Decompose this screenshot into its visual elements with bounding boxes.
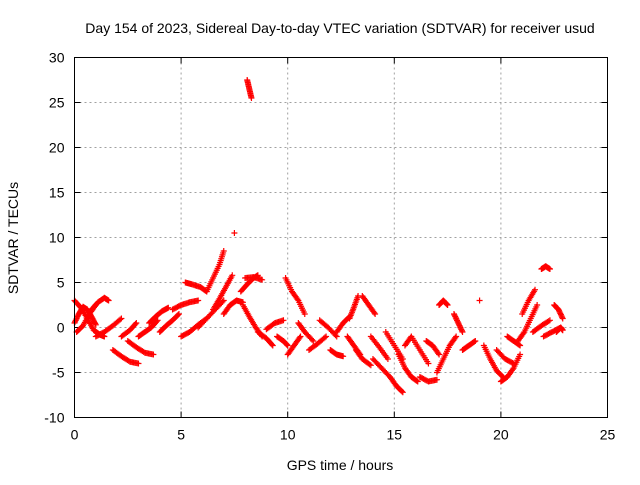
data-point	[296, 334, 303, 341]
data-point	[220, 297, 227, 304]
data-point	[532, 286, 539, 293]
data-point	[92, 320, 99, 327]
data-point	[517, 342, 524, 349]
data-point	[283, 341, 290, 348]
y-tick-label: 15	[49, 185, 65, 201]
data-point	[459, 329, 466, 335]
data-point	[546, 266, 553, 272]
data-point	[398, 388, 405, 395]
data-point	[545, 318, 552, 325]
data-point	[509, 359, 516, 366]
y-tick-label: 30	[49, 50, 65, 66]
data-point	[399, 389, 406, 396]
data-point	[559, 327, 566, 334]
data-point	[476, 297, 483, 304]
data-point	[372, 311, 379, 317]
x-tick-label: 5	[177, 427, 185, 443]
data-point	[220, 248, 227, 254]
data-point	[150, 351, 157, 358]
data-point	[323, 333, 330, 340]
y-axis-label: SDTVAR / TECUs	[5, 182, 21, 294]
data-point	[175, 311, 182, 317]
data-point	[231, 230, 238, 236]
data-point	[259, 276, 266, 283]
data-point	[458, 327, 465, 334]
data-point	[425, 360, 432, 367]
data-point	[517, 351, 524, 358]
data-point	[132, 321, 139, 328]
data-point	[452, 334, 459, 341]
data-point	[280, 317, 287, 324]
grid	[74, 57, 608, 418]
data-point	[435, 350, 442, 357]
data-point	[559, 314, 566, 321]
data-point	[321, 334, 328, 341]
data-point	[117, 316, 124, 323]
chart-title: Day 154 of 2023, Sidereal Day-to-day VTE…	[85, 20, 594, 36]
data-point	[118, 315, 125, 322]
x-tick-label: 15	[387, 427, 403, 443]
data-point	[284, 342, 291, 349]
y-tick-labels: -10 -5 0 5 10 15 20 25 30	[44, 50, 64, 426]
data-point	[92, 321, 99, 328]
data-point	[294, 296, 301, 303]
data-point	[367, 362, 374, 369]
data-points	[71, 77, 566, 396]
x-tick-label: 25	[600, 427, 616, 443]
x-tick-labels: 0 5 10 15 20 25	[71, 427, 616, 443]
plot-frame	[74, 57, 608, 418]
x-tick-label: 0	[71, 427, 79, 443]
data-point	[284, 341, 291, 348]
data-point	[310, 338, 317, 344]
data-point	[248, 95, 255, 101]
data-point	[269, 342, 276, 349]
data-point	[366, 361, 373, 368]
data-point	[559, 315, 566, 322]
data-point	[436, 351, 443, 358]
data-point	[443, 301, 450, 308]
data-point	[340, 353, 347, 360]
y-tick-label: 5	[57, 275, 65, 291]
data-point	[332, 332, 339, 339]
data-point	[195, 297, 202, 304]
data-point	[516, 341, 523, 348]
y-tick-label: -10	[44, 410, 64, 426]
y-tick-label: 20	[49, 140, 65, 156]
data-point	[297, 333, 304, 340]
y-tick-label: 10	[49, 230, 65, 246]
data-point	[414, 378, 421, 385]
data-point	[153, 318, 160, 325]
data-point	[471, 338, 478, 345]
x-axis-label: GPS time / hours	[287, 457, 394, 473]
y-tick-label: 0	[57, 320, 65, 336]
data-point	[309, 336, 316, 343]
data-point	[453, 333, 460, 340]
data-point	[154, 317, 161, 324]
data-point	[105, 297, 112, 304]
data-point	[534, 302, 541, 308]
data-point	[175, 311, 182, 318]
data-point	[384, 356, 391, 362]
data-point	[413, 377, 420, 384]
x-tick-label: 20	[493, 427, 509, 443]
data-point	[546, 317, 553, 324]
data-point	[133, 320, 140, 326]
data-point	[301, 311, 308, 317]
data-point	[509, 366, 516, 373]
data-point	[443, 300, 450, 307]
data-point	[268, 341, 275, 348]
data-point	[472, 338, 479, 344]
x-tick-label: 10	[280, 427, 296, 443]
data-point	[135, 360, 142, 367]
data-point	[165, 304, 172, 311]
y-tick-label: -5	[52, 365, 65, 381]
data-point	[229, 272, 236, 279]
data-point	[444, 302, 451, 308]
data-point	[520, 330, 527, 337]
y-tick-label: 25	[49, 95, 65, 111]
data-point	[371, 309, 378, 316]
data-point	[433, 376, 440, 383]
